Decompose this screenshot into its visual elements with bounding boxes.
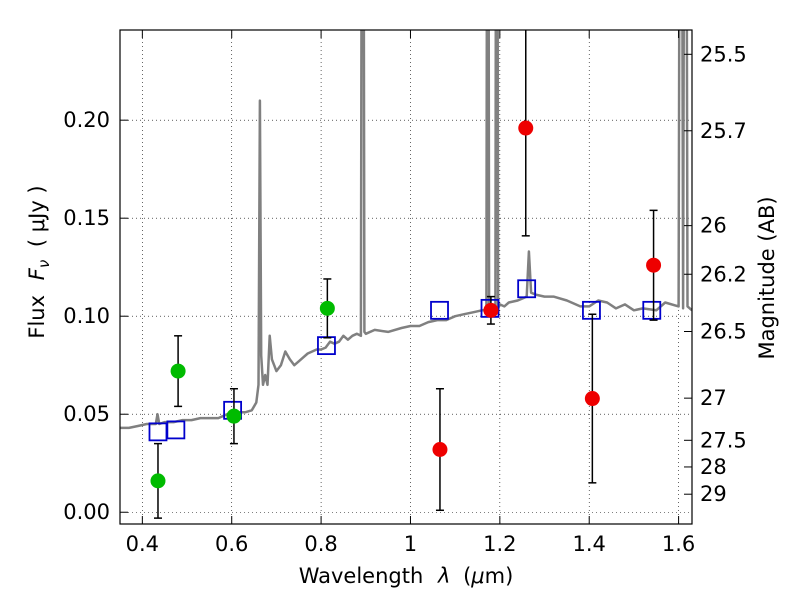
right-tick-label: 29	[700, 482, 727, 506]
detection-points	[150, 120, 662, 489]
right-tick-label: 26.5	[700, 319, 747, 343]
x-tick-label: 1.2	[483, 532, 516, 556]
x-tick-label: 1	[404, 532, 417, 556]
data-point	[170, 363, 186, 379]
data-point	[483, 302, 499, 318]
right-tick-label: 26	[700, 214, 727, 238]
model-photometry-square	[642, 300, 662, 320]
plot-area	[120, 30, 692, 519]
y-axis-title-prefix: Flux	[25, 295, 49, 339]
spectrum-line	[120, 30, 692, 430]
data-point	[432, 442, 448, 458]
x-axis-title: Wavelength λ (μm)	[299, 564, 514, 588]
y-axis-title-subscript: ν	[35, 260, 53, 268]
x-axis-title-symbol: λ	[437, 564, 450, 588]
y-tick-label: 0.05	[63, 402, 110, 426]
data-point	[226, 408, 242, 424]
y-axis-title-symbol: F	[25, 267, 49, 280]
right-tick-label: 27	[700, 386, 727, 410]
x-tick-label: 0.4	[126, 532, 159, 556]
data-point	[646, 257, 662, 273]
x-tick-label: 0.6	[215, 532, 248, 556]
x-tick-label: 1.6	[662, 532, 695, 556]
y-axis-title: Flux Fν ( μJy )	[25, 185, 54, 338]
y-axis-title-units: ( μJy )	[25, 185, 49, 247]
right-tick-label: 27.5	[700, 428, 747, 452]
x-tick-label: 0.8	[304, 532, 337, 556]
data-point	[584, 391, 600, 407]
model-photometry-square	[517, 279, 537, 299]
x-axis-title-open-paren: (	[463, 564, 471, 588]
x-tick-label: 1.4	[573, 532, 606, 556]
right-tick-label: 25.5	[700, 42, 747, 66]
data-point	[518, 120, 534, 136]
right-tick-label: 28	[700, 455, 727, 479]
data-point	[319, 300, 335, 316]
y-tick-label: 0.20	[63, 108, 110, 132]
x-axis-title-prefix: Wavelength	[299, 564, 424, 588]
right-axis-title: Magnitude (AB)	[755, 196, 779, 359]
plot-frame	[119, 29, 693, 525]
x-axis-ticks: 0.4 0.6 0.8 1 1.2 1.4 1.6	[126, 30, 695, 556]
right-tick-label: 25.7	[700, 119, 747, 143]
model-photometry-square	[582, 300, 601, 320]
grid-lines	[120, 30, 692, 524]
y-tick-label: 0.10	[63, 304, 110, 328]
y-tick-label: 0.00	[63, 500, 110, 524]
model-photometry-square	[166, 420, 186, 440]
data-point	[150, 473, 166, 489]
y-axis-ticks: 0.00 0.05 0.10 0.15 0.20	[63, 108, 128, 524]
x-axis-title-units: m)	[485, 564, 514, 588]
x-axis-title-mu: μ	[470, 564, 484, 588]
right-axis-ticks: 25.5 25.7 26 26.2 26.5 27 27.5 28 29	[684, 42, 747, 506]
spectrum-series	[120, 30, 692, 430]
right-tick-label: 26.2	[700, 262, 747, 286]
model-photometry-square	[430, 300, 449, 320]
y-tick-label: 0.15	[63, 206, 110, 230]
